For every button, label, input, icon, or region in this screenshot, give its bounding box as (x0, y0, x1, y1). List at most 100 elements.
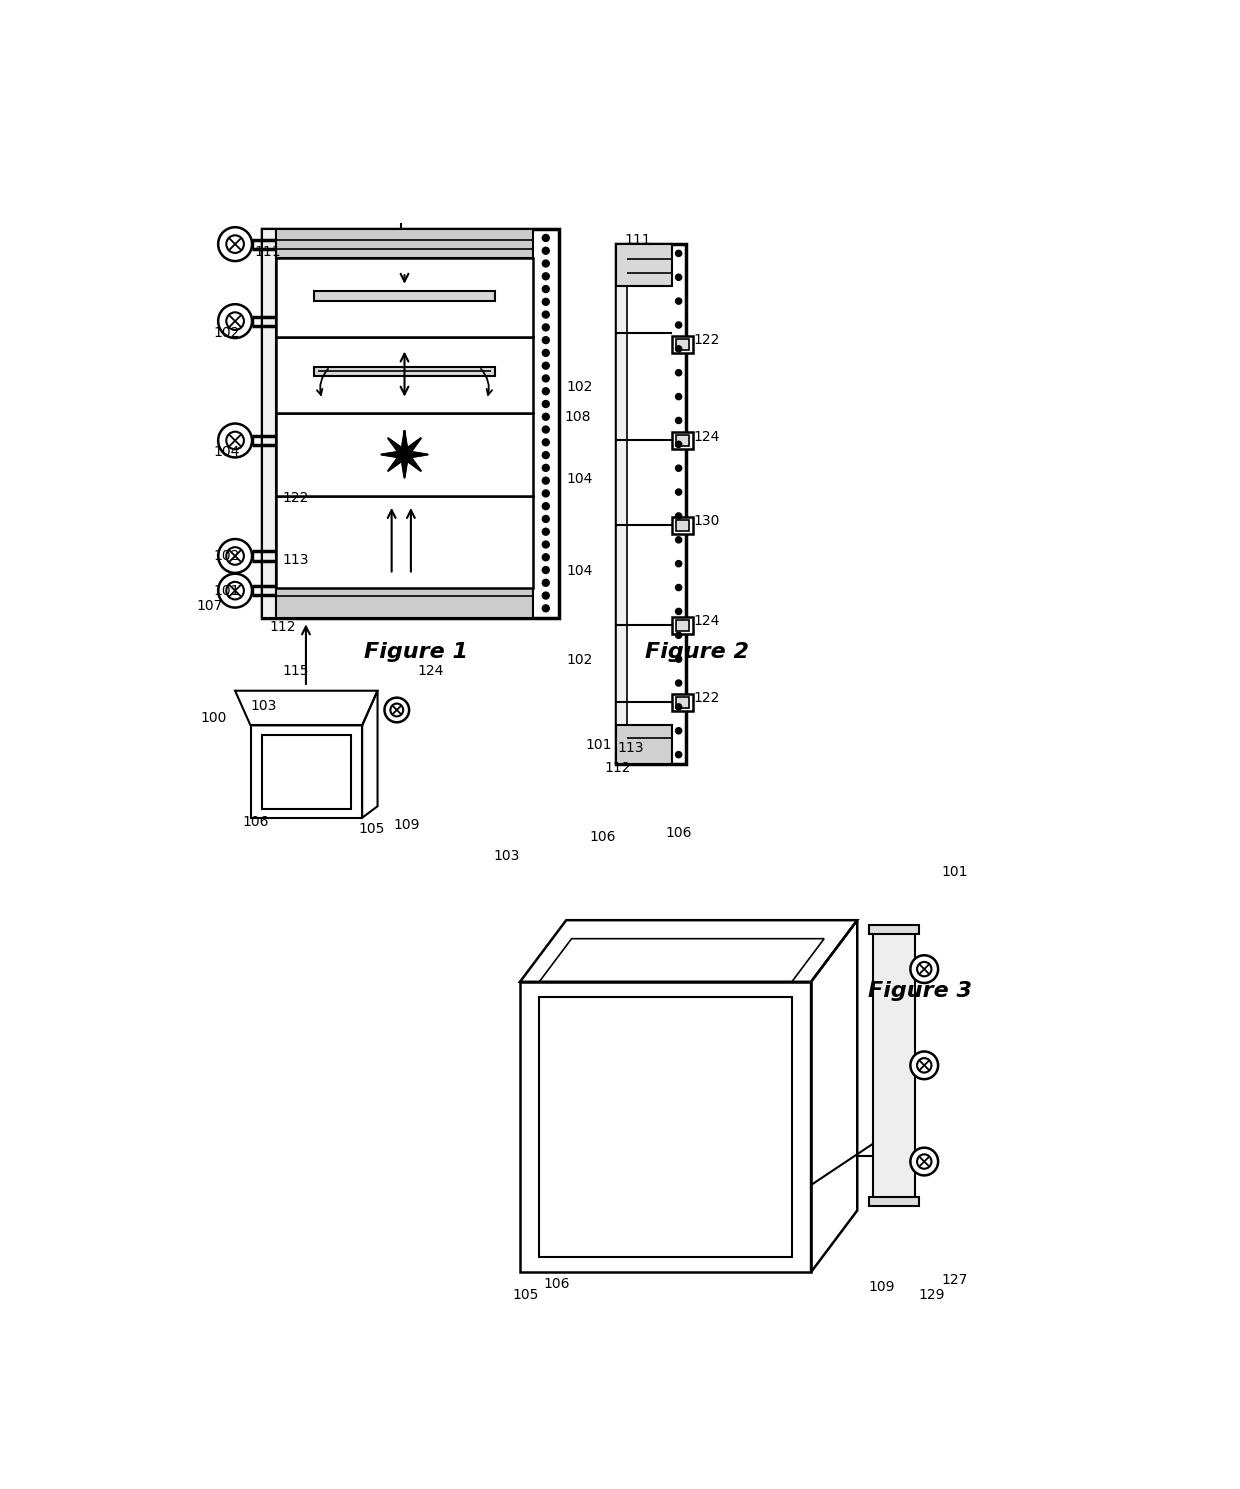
Circle shape (218, 539, 252, 573)
Text: 106: 106 (666, 826, 692, 840)
Circle shape (542, 554, 549, 561)
Circle shape (676, 369, 682, 375)
Circle shape (910, 956, 939, 983)
Text: 130: 130 (693, 514, 719, 529)
Circle shape (218, 423, 252, 457)
Circle shape (918, 1154, 931, 1169)
Bar (277, 258, 533, 338)
Text: 111: 111 (254, 244, 281, 259)
Circle shape (542, 272, 549, 280)
Circle shape (676, 536, 682, 543)
Bar (520, 981, 811, 1272)
Circle shape (542, 247, 549, 255)
Text: Figure 1: Figure 1 (365, 642, 467, 663)
Text: 106: 106 (589, 829, 616, 844)
Bar (262, 588, 533, 618)
Circle shape (218, 228, 252, 261)
Text: 103: 103 (250, 700, 277, 713)
Text: 124: 124 (693, 615, 719, 628)
Bar (616, 244, 672, 286)
Text: 109: 109 (869, 1281, 895, 1294)
Circle shape (542, 362, 549, 369)
Circle shape (542, 503, 549, 509)
Text: 104: 104 (567, 564, 593, 578)
Polygon shape (382, 432, 428, 478)
Bar (616, 244, 686, 764)
Bar (676, 339, 689, 350)
Circle shape (391, 704, 403, 716)
Circle shape (676, 704, 682, 710)
Circle shape (910, 1148, 939, 1175)
Circle shape (676, 274, 682, 280)
Text: 111: 111 (624, 234, 651, 247)
Text: 129: 129 (919, 1288, 945, 1303)
Circle shape (542, 234, 549, 241)
Circle shape (542, 311, 549, 319)
Circle shape (542, 426, 549, 433)
Circle shape (676, 250, 682, 256)
Circle shape (542, 298, 549, 305)
Bar (676, 435, 689, 445)
Text: 102: 102 (213, 549, 239, 563)
Bar (277, 496, 533, 588)
Bar (250, 725, 362, 817)
Circle shape (542, 451, 549, 459)
Bar (869, 925, 919, 934)
Circle shape (226, 546, 244, 564)
Bar (676, 619, 689, 631)
Circle shape (226, 235, 244, 253)
Text: 105: 105 (512, 1288, 538, 1303)
Text: 122: 122 (281, 491, 309, 505)
Text: 113: 113 (281, 552, 309, 567)
Circle shape (676, 393, 682, 399)
Circle shape (676, 512, 682, 520)
Text: 103: 103 (494, 849, 520, 864)
Bar (277, 338, 533, 414)
Text: 115: 115 (281, 664, 309, 679)
Bar (315, 292, 495, 301)
Circle shape (676, 728, 682, 734)
Text: 106: 106 (543, 1276, 569, 1291)
Circle shape (918, 962, 931, 977)
Text: 104: 104 (213, 445, 239, 459)
Circle shape (676, 417, 682, 423)
Text: 112: 112 (270, 619, 296, 634)
Circle shape (542, 515, 549, 523)
Circle shape (676, 585, 682, 591)
Bar (672, 335, 693, 353)
Text: 122: 122 (693, 691, 719, 706)
Circle shape (542, 566, 549, 573)
Text: 100: 100 (201, 710, 227, 725)
Text: 127: 127 (941, 1273, 967, 1286)
Circle shape (542, 375, 549, 381)
Bar (262, 736, 351, 809)
Bar (676, 520, 689, 530)
Circle shape (676, 633, 682, 639)
Circle shape (676, 441, 682, 447)
Circle shape (542, 465, 549, 472)
Text: 124: 124 (418, 664, 444, 679)
Circle shape (542, 605, 549, 612)
Circle shape (226, 313, 244, 331)
Bar (869, 1197, 919, 1206)
Bar (262, 229, 533, 258)
Text: 106: 106 (243, 814, 269, 829)
Text: 102: 102 (567, 654, 593, 667)
Circle shape (918, 1059, 931, 1072)
Circle shape (676, 298, 682, 304)
Text: Figure 2: Figure 2 (645, 642, 749, 663)
Text: 124: 124 (693, 430, 719, 444)
Circle shape (542, 350, 549, 356)
Circle shape (676, 322, 682, 328)
Circle shape (542, 593, 549, 599)
Bar (277, 414, 533, 496)
Circle shape (226, 582, 244, 600)
Circle shape (676, 345, 682, 351)
Circle shape (542, 337, 549, 344)
Circle shape (542, 286, 549, 292)
Circle shape (542, 529, 549, 535)
Circle shape (676, 560, 682, 567)
Circle shape (676, 465, 682, 472)
Circle shape (542, 414, 549, 420)
Circle shape (542, 401, 549, 408)
